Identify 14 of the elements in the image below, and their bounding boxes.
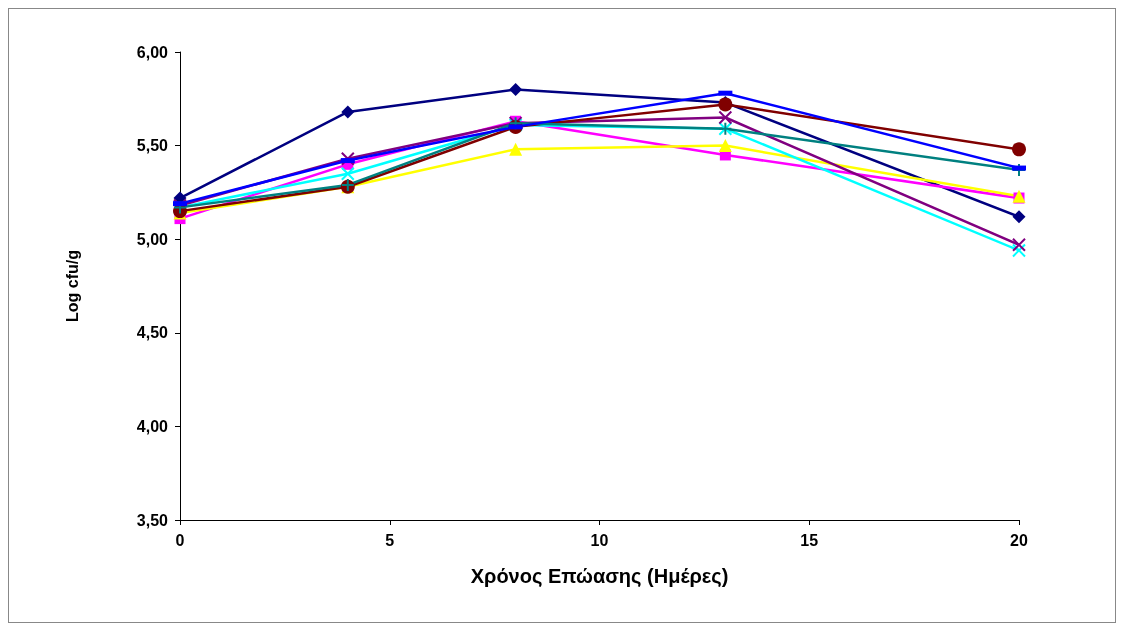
x-tick-label: 10: [590, 531, 609, 549]
x-tick-label: 15: [800, 531, 819, 549]
chart-frame: Log cfu/g Χρόνος Επώασης (Ημέρες) 3,50 4,00 4,50 5,00 5,50 6,00 0 5 10 15 20: [8, 8, 1116, 623]
y-tick-label: 6,00: [136, 43, 169, 61]
x-tick-label: 0: [175, 531, 185, 549]
x-tick-label: 20: [1010, 531, 1028, 549]
y-tick-label: 3,50: [136, 511, 169, 529]
y-tick-label: 4,50: [136, 324, 169, 342]
y-tick-label: 5,50: [136, 137, 169, 155]
x-tick-label: 5: [385, 531, 395, 549]
x-axis-title: Χρόνος Επώασης (Ημέρες): [470, 565, 729, 587]
y-tick-label: 5,00: [136, 230, 169, 248]
y-tick-label: 4,00: [136, 417, 169, 435]
y-axis-title: Log cfu/g: [63, 250, 81, 322]
